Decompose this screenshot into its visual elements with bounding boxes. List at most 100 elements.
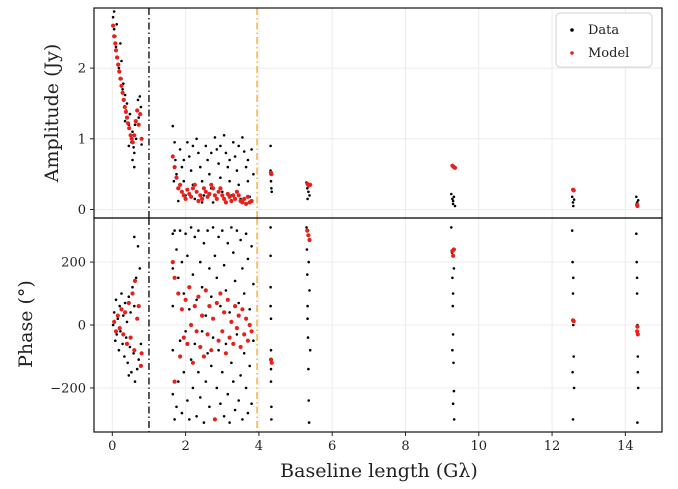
scatter-point bbox=[187, 285, 192, 290]
scatter-point bbox=[180, 411, 184, 415]
scatter-point bbox=[308, 194, 311, 197]
scatter-point bbox=[635, 203, 640, 209]
scatter-point bbox=[270, 418, 273, 421]
scatter-point bbox=[201, 186, 206, 191]
scatter-point bbox=[241, 418, 244, 421]
scatter-point bbox=[636, 386, 640, 390]
scatter-point bbox=[206, 352, 209, 355]
scatter-point bbox=[193, 342, 197, 346]
scatter-point bbox=[195, 298, 198, 302]
scatter-point bbox=[228, 311, 231, 314]
scatter-point bbox=[222, 310, 227, 315]
scatter-point bbox=[450, 226, 453, 229]
scatter-point bbox=[211, 316, 216, 321]
scatter-point bbox=[636, 355, 640, 358]
scatter-point bbox=[171, 232, 175, 235]
y-tick-label: 0 bbox=[78, 203, 86, 218]
scatter-point bbox=[308, 289, 311, 292]
scatter-point bbox=[130, 140, 135, 145]
scatter-point bbox=[172, 165, 177, 170]
reference-lines bbox=[148, 8, 258, 432]
scatter-point bbox=[233, 196, 238, 201]
scatter-point bbox=[215, 386, 219, 390]
scatter-point bbox=[171, 267, 175, 270]
scatter-point bbox=[219, 402, 222, 406]
scatter-point bbox=[248, 308, 251, 311]
scatter-point bbox=[126, 121, 131, 126]
scatter-point bbox=[452, 195, 456, 199]
scatter-point bbox=[200, 196, 205, 201]
scatter-point bbox=[228, 179, 231, 183]
scatter-point bbox=[132, 146, 135, 149]
scatter-point bbox=[125, 320, 129, 324]
scatter-points bbox=[111, 10, 640, 424]
scatter-point bbox=[451, 292, 455, 295]
scatter-point bbox=[209, 182, 214, 187]
scatter-point bbox=[122, 104, 127, 110]
scatter-point bbox=[222, 134, 226, 137]
scatter-point bbox=[232, 251, 235, 254]
scatter-point bbox=[269, 179, 273, 183]
scatter-point bbox=[211, 226, 215, 229]
scatter-point bbox=[185, 187, 190, 192]
scatter-point bbox=[241, 267, 244, 270]
scatter-point bbox=[636, 199, 640, 202]
scatter-point bbox=[570, 229, 574, 232]
scatter-point bbox=[182, 370, 186, 374]
scatter-point bbox=[133, 123, 137, 126]
scatter-point bbox=[189, 226, 193, 229]
scatter-point bbox=[245, 338, 250, 343]
scatter-point bbox=[207, 191, 212, 197]
scatter-point bbox=[199, 260, 202, 264]
scatter-point bbox=[111, 23, 116, 28]
scatter-point bbox=[222, 196, 227, 201]
scatter-point bbox=[180, 165, 184, 169]
scatter-point bbox=[112, 319, 117, 324]
scatter-point bbox=[269, 144, 272, 148]
scatter-point bbox=[193, 197, 197, 201]
scatter-point bbox=[196, 198, 201, 204]
scatter-point bbox=[127, 126, 132, 131]
scatter-point bbox=[269, 304, 272, 308]
scatter-point bbox=[244, 316, 249, 321]
scatter-point bbox=[117, 69, 122, 74]
scatter-point bbox=[196, 294, 201, 299]
scatter-point bbox=[129, 311, 132, 314]
scatter-point bbox=[212, 193, 217, 198]
scatter-point bbox=[171, 304, 175, 308]
scatter-point bbox=[112, 34, 117, 39]
scatter-point bbox=[115, 313, 120, 318]
scatter-point bbox=[133, 165, 136, 169]
scatter-point bbox=[134, 137, 138, 141]
scatter-point bbox=[175, 405, 178, 409]
scatter-point bbox=[211, 336, 215, 339]
scatter-point bbox=[306, 336, 310, 339]
scatter-point bbox=[635, 195, 638, 199]
scatter-point bbox=[208, 405, 211, 409]
scatter-point bbox=[240, 200, 245, 205]
scatter-point bbox=[123, 355, 126, 358]
scatter-point bbox=[189, 322, 194, 328]
series-model bbox=[112, 228, 640, 422]
scatter-point bbox=[245, 194, 250, 199]
scatter-point bbox=[177, 276, 180, 280]
scatter-point bbox=[119, 330, 122, 333]
scatter-point bbox=[231, 341, 236, 346]
scatter-point bbox=[572, 386, 576, 390]
scatter-point bbox=[230, 361, 233, 365]
scatter-point bbox=[200, 285, 204, 289]
scatter-point bbox=[205, 332, 210, 337]
scatter-point bbox=[306, 197, 309, 201]
scatter-point bbox=[181, 193, 186, 198]
scatter-point bbox=[186, 399, 189, 402]
scatter-point bbox=[139, 105, 143, 109]
scatter-point bbox=[119, 42, 122, 45]
scatter-point bbox=[178, 229, 182, 232]
scatter-point bbox=[635, 276, 639, 280]
scatter-point bbox=[237, 301, 240, 305]
scatter-point bbox=[213, 254, 217, 258]
scatter-point bbox=[219, 304, 222, 308]
scatter-point bbox=[228, 421, 231, 424]
scatter-point bbox=[172, 275, 177, 280]
scatter-point bbox=[178, 339, 182, 343]
